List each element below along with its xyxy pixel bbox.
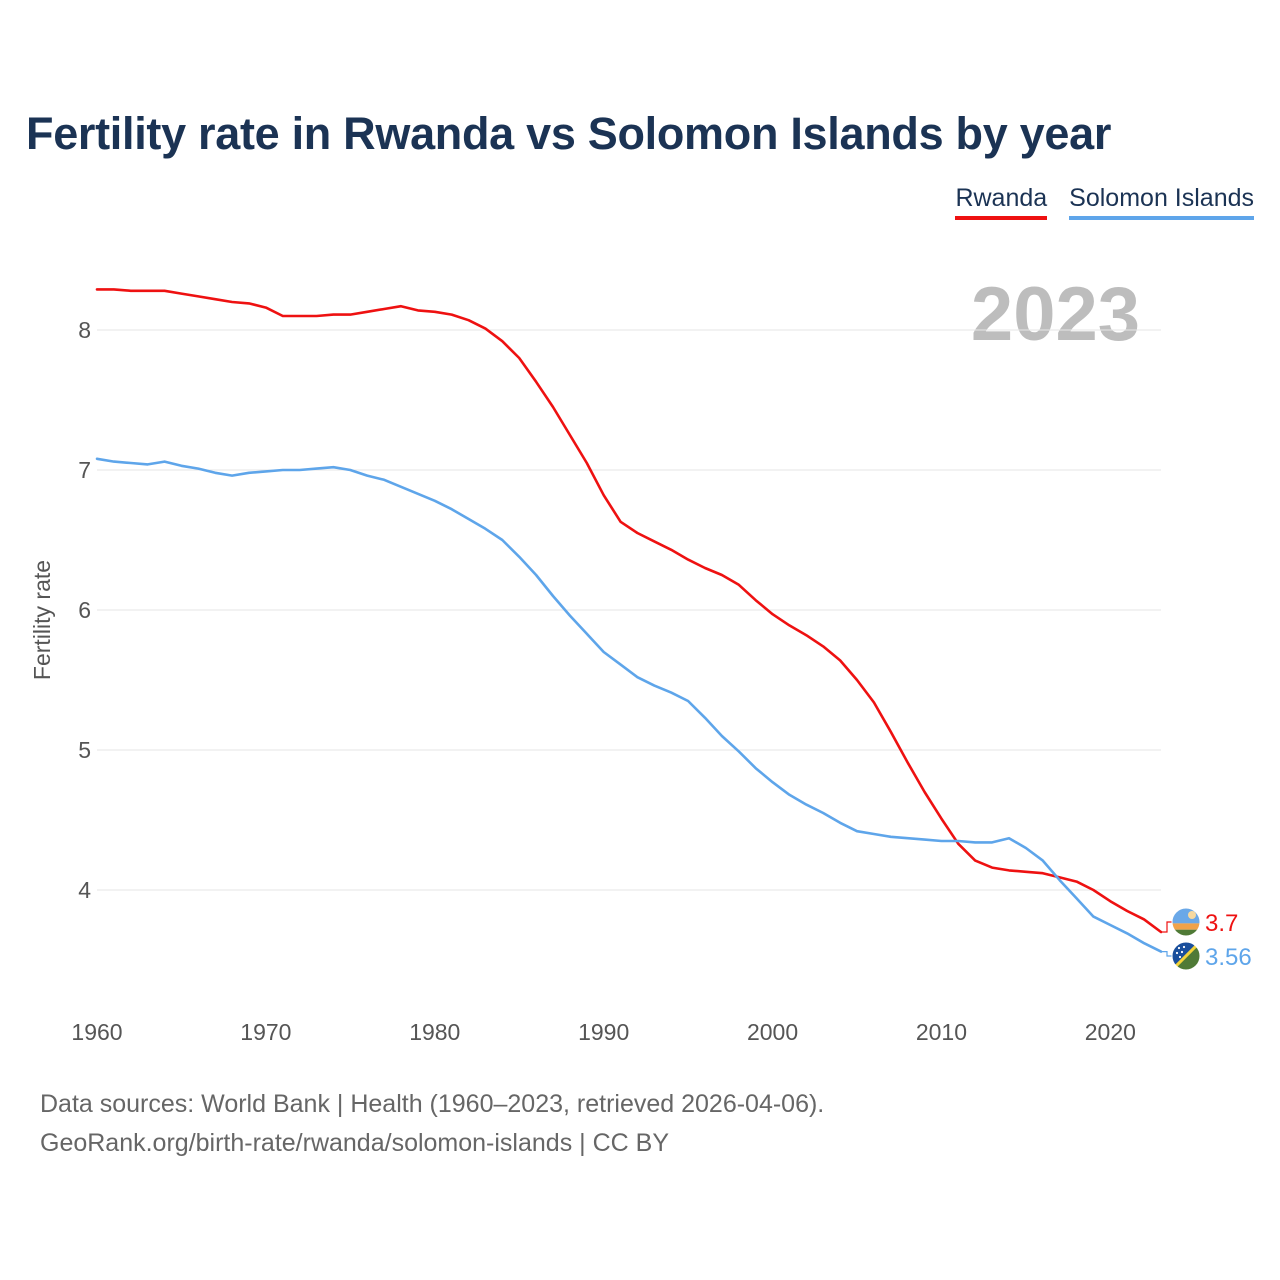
x-tick-label: 2000 bbox=[747, 1019, 798, 1045]
connector-line bbox=[1161, 950, 1172, 957]
y-tick-label: 6 bbox=[78, 597, 91, 623]
x-tick-label: 1990 bbox=[578, 1019, 629, 1045]
footer-sources: Data sources: World Bank | Health (1960–… bbox=[40, 1090, 825, 1118]
y-axis-ticks: 4 5 6 7 8 bbox=[78, 317, 91, 903]
footer: Data sources: World Bank | Health (1960–… bbox=[40, 1085, 824, 1163]
end-value-label: 3.56 bbox=[1205, 944, 1252, 971]
legend: Rwanda Solomon Islands bbox=[955, 182, 1254, 220]
current-year-label: 2023 bbox=[970, 272, 1140, 357]
y-tick-label: 7 bbox=[78, 457, 91, 483]
solomon-islands-flag-icon bbox=[1171, 941, 1201, 971]
y-tick-label: 4 bbox=[78, 877, 91, 903]
x-tick-label: 2020 bbox=[1085, 1019, 1136, 1045]
y-tick-label: 5 bbox=[78, 737, 91, 763]
legend-item-solomon-islands[interactable]: Solomon Islands bbox=[1069, 182, 1254, 220]
y-tick-label: 8 bbox=[78, 317, 91, 343]
y-axis-label: Fertility rate bbox=[29, 560, 55, 680]
x-tick-label: 1970 bbox=[240, 1019, 291, 1045]
end-value-label: 3.7 bbox=[1205, 910, 1238, 937]
connector-line bbox=[1161, 921, 1172, 933]
x-tick-label: 1960 bbox=[71, 1019, 122, 1045]
rwanda-flag-icon bbox=[1171, 907, 1201, 937]
end-markers: 3.7 3.56 bbox=[1161, 907, 1252, 971]
grid-lines bbox=[97, 329, 1161, 891]
x-tick-label: 2010 bbox=[916, 1019, 967, 1045]
series-line-rwanda[interactable] bbox=[95, 288, 1163, 934]
footer-link[interactable]: GeoRank.org/birth-rate/rwanda/solomon-is… bbox=[40, 1129, 669, 1157]
legend-item-rwanda[interactable]: Rwanda bbox=[955, 182, 1048, 220]
series-lines bbox=[95, 288, 1163, 953]
x-tick-label: 1980 bbox=[409, 1019, 460, 1045]
chart-title: Fertility rate in Rwanda vs Solomon Isla… bbox=[26, 108, 1112, 159]
series-line-solomon-islands[interactable] bbox=[95, 457, 1163, 953]
x-axis-ticks: 1960 1970 1980 1990 2000 2010 2020 bbox=[71, 1019, 1136, 1045]
